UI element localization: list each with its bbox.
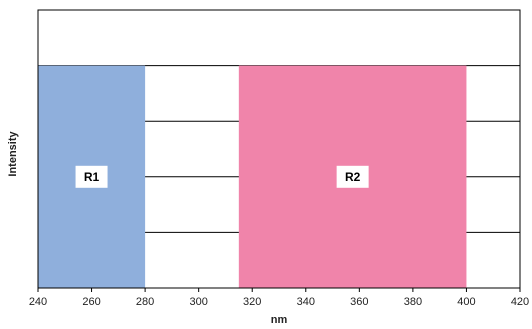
x-tick-label-380: 380: [404, 296, 422, 308]
x-axis-title: nm: [271, 314, 288, 326]
x-axis-ticks: 240 260 280 300 320 340 360 380 400 420: [29, 288, 529, 308]
x-tick-label-260: 260: [82, 296, 100, 308]
region-label-r1: R1: [84, 170, 100, 184]
x-tick-label-400: 400: [457, 296, 475, 308]
y-axis-title: Intensity: [7, 131, 19, 177]
region-label-box-r1: [75, 165, 108, 188]
plot-frame: [37, 9, 521, 289]
x-tick-label-280: 280: [136, 296, 154, 308]
x-tick-label-240: 240: [29, 296, 47, 308]
region-label-r2: R2: [345, 170, 361, 184]
x-tick-label-320: 320: [243, 296, 261, 308]
region-labels: R1 R2: [75, 165, 369, 188]
region-label-box-r2: [336, 165, 369, 188]
x-tick-label-300: 300: [189, 296, 207, 308]
x-tick-label-340: 340: [297, 296, 315, 308]
x-tick-label-420: 420: [511, 296, 529, 308]
x-tick-label-360: 360: [350, 296, 368, 308]
